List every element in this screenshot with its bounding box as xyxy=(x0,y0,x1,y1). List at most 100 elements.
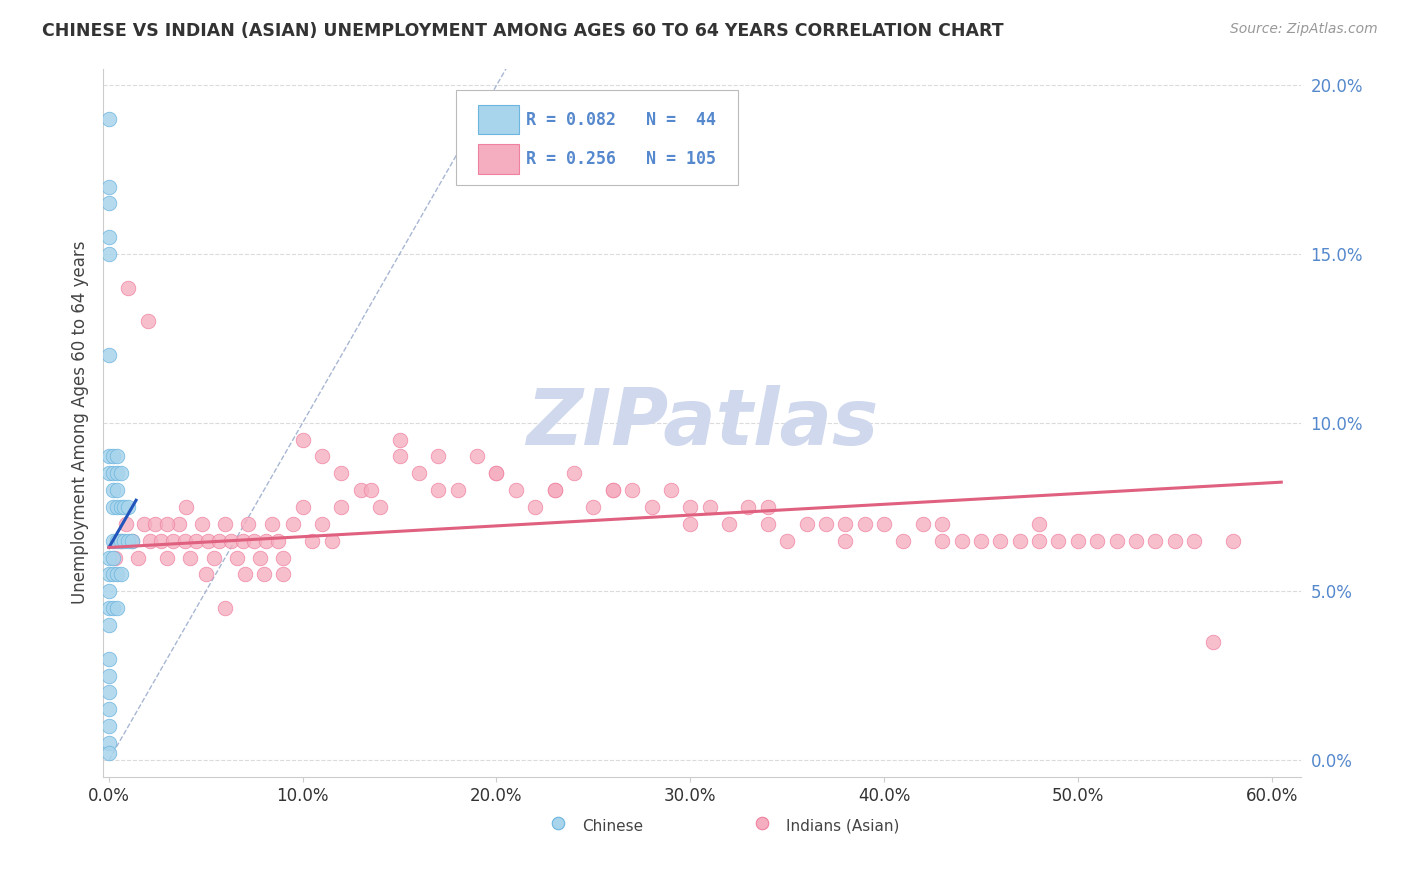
Point xyxy=(101,450,124,464)
Point xyxy=(485,467,508,481)
Point xyxy=(911,516,934,531)
Point xyxy=(273,567,295,582)
Point xyxy=(582,500,605,514)
Point xyxy=(1202,635,1225,649)
Point xyxy=(281,516,304,531)
Point xyxy=(853,516,876,531)
Point xyxy=(260,516,283,531)
Point xyxy=(101,500,124,514)
Point xyxy=(249,550,271,565)
Point xyxy=(202,550,225,565)
Point xyxy=(893,533,915,548)
Point xyxy=(97,450,120,464)
Point xyxy=(1182,533,1205,548)
Point xyxy=(105,483,128,497)
Point xyxy=(254,533,277,548)
Point xyxy=(214,601,236,615)
Point xyxy=(162,533,184,548)
Point xyxy=(110,533,132,548)
Point xyxy=(121,533,143,548)
Point xyxy=(97,467,120,481)
Point xyxy=(167,516,190,531)
Point xyxy=(447,483,470,497)
Point xyxy=(621,483,644,497)
Point xyxy=(1067,533,1090,548)
Point xyxy=(97,112,120,127)
Point xyxy=(105,601,128,615)
Point xyxy=(238,516,260,531)
Point xyxy=(138,533,160,548)
Point xyxy=(97,230,120,244)
Point xyxy=(110,533,132,548)
Point xyxy=(814,516,837,531)
Point xyxy=(756,500,779,514)
Point xyxy=(132,516,155,531)
Point xyxy=(699,500,721,514)
Point xyxy=(988,533,1011,548)
Point xyxy=(931,516,953,531)
Point xyxy=(191,516,214,531)
Point xyxy=(562,467,585,481)
Point xyxy=(301,533,323,548)
Point xyxy=(485,467,508,481)
Point xyxy=(640,500,662,514)
Point xyxy=(105,567,128,582)
Point xyxy=(330,500,353,514)
Point xyxy=(737,500,759,514)
Point xyxy=(145,516,167,531)
Point xyxy=(110,500,132,514)
Point xyxy=(427,450,450,464)
Point xyxy=(465,450,488,464)
Point xyxy=(291,500,314,514)
Point xyxy=(524,500,547,514)
Point xyxy=(97,618,120,632)
Point xyxy=(834,516,856,531)
Point xyxy=(121,533,143,548)
Point xyxy=(110,467,132,481)
Point xyxy=(1028,533,1050,548)
Point xyxy=(1163,533,1185,548)
Point xyxy=(1125,533,1147,548)
Point xyxy=(101,483,124,497)
Point xyxy=(368,500,391,514)
Point xyxy=(679,516,702,531)
Point xyxy=(186,533,208,548)
Point xyxy=(1028,516,1050,531)
Point xyxy=(97,736,120,750)
Point xyxy=(388,450,411,464)
Point xyxy=(105,533,128,548)
Point xyxy=(101,467,124,481)
Point xyxy=(156,516,179,531)
Point xyxy=(105,450,128,464)
Point xyxy=(179,550,201,565)
Point xyxy=(97,668,120,682)
Point xyxy=(1008,533,1031,548)
Point xyxy=(388,433,411,447)
Point xyxy=(97,550,120,565)
Point xyxy=(97,567,120,582)
Point xyxy=(321,533,343,548)
Text: ZIPatlas: ZIPatlas xyxy=(526,384,877,460)
Point xyxy=(834,533,856,548)
Point xyxy=(214,516,236,531)
Point xyxy=(97,584,120,599)
Point xyxy=(97,348,120,362)
Point xyxy=(115,516,138,531)
Point xyxy=(114,500,136,514)
Point xyxy=(266,533,288,548)
Point xyxy=(1144,533,1167,548)
Point xyxy=(273,550,295,565)
Point xyxy=(1105,533,1128,548)
Point xyxy=(110,567,132,582)
Point xyxy=(97,652,120,666)
Point xyxy=(950,533,973,548)
Point xyxy=(219,533,242,548)
Point xyxy=(311,450,333,464)
Point xyxy=(97,179,120,194)
Text: R = 0.082   N =  44: R = 0.082 N = 44 xyxy=(526,111,716,128)
Point xyxy=(194,567,217,582)
Point xyxy=(330,467,353,481)
Point xyxy=(1085,533,1108,548)
Point xyxy=(197,533,219,548)
Point xyxy=(679,500,702,514)
